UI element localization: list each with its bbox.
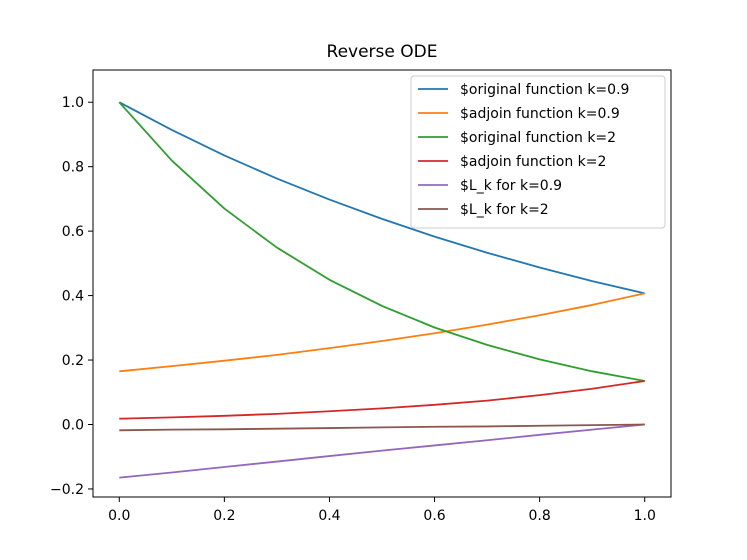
legend-box	[410, 75, 666, 229]
legend-label: $adjoin function k=2	[460, 154, 606, 170]
x-tick-label: 1.0	[634, 508, 656, 524]
legend-label: $original function k=2	[460, 130, 616, 146]
x-tick-label: 0.4	[318, 508, 340, 524]
legend-label: $L_k for k=2	[460, 202, 549, 218]
x-axis: 0.0 0.2 0.4 0.6 0.8 1.0	[108, 497, 656, 524]
x-tick-label: 0.6	[423, 508, 445, 524]
y-tick-label: 0.2	[62, 353, 84, 369]
y-tick-label: −0.2	[50, 482, 84, 498]
y-tick-label: 0.8	[62, 160, 84, 176]
legend: $original function k=0.9 $adjoin function…	[410, 75, 666, 229]
series-line-6	[119, 423, 645, 432]
y-axis: −0.2 0.0 0.2 0.4 0.6 0.8 1.0	[50, 95, 93, 498]
legend-entries: $original function k=0.9 $adjoin function…	[418, 82, 629, 218]
series-line-5	[119, 423, 645, 479]
series-line-4	[119, 380, 645, 420]
y-tick-label: 0.6	[62, 224, 84, 240]
series-layer	[118, 101, 645, 479]
x-tick-label: 0.2	[213, 508, 235, 524]
series-line-3	[118, 101, 645, 382]
plot-area-frame	[92, 69, 672, 498]
y-tick-label: 1.0	[62, 95, 84, 111]
legend-label: $original function k=0.9	[460, 82, 629, 98]
x-tick-label: 0.0	[108, 508, 130, 524]
x-tick-label: 0.8	[529, 508, 551, 524]
series-line-2	[119, 292, 645, 373]
series-line-1	[118, 101, 645, 295]
legend-label: $L_k for k=0.9	[460, 178, 562, 194]
chart-title: Reverse ODE	[327, 42, 438, 62]
y-tick-label: 0.4	[62, 289, 84, 305]
y-tick-label: 0.0	[62, 417, 84, 433]
legend-label: $adjoin function k=0.9	[460, 106, 620, 122]
